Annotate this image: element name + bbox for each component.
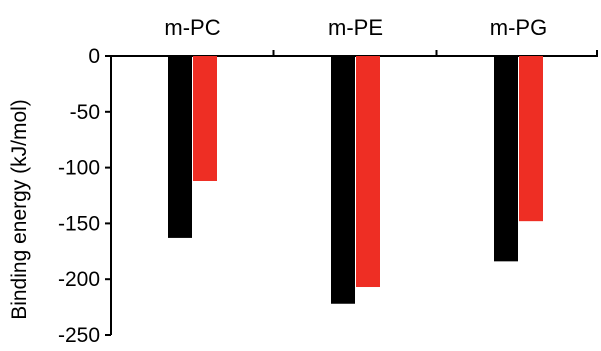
y-tick-label: -250	[58, 324, 100, 346]
y-tick-label: 0	[88, 45, 100, 68]
bar-m-pg-series-2	[519, 56, 543, 222]
category-label-m-pg: m-PG	[490, 15, 547, 40]
y-axis-label: Binding energy (kJ/mol)	[8, 99, 31, 320]
category-labels: m-PC m-PE m-PG	[164, 15, 547, 40]
bars	[168, 56, 543, 304]
bar-m-pe-series-2	[356, 56, 380, 288]
y-tick-label: -50	[70, 101, 100, 124]
bar-m-pe-series-1	[331, 56, 355, 304]
y-ticks: 0 -50 -100 -150 -200 -250	[58, 45, 598, 347]
category-label-m-pe: m-PE	[328, 15, 383, 40]
y-tick-label: -100	[58, 157, 100, 180]
bar-m-pc-series-2	[193, 56, 217, 181]
category-label-m-pc: m-PC	[164, 15, 220, 40]
bar-m-pg-series-1	[494, 56, 518, 262]
y-tick-label: -150	[58, 212, 100, 235]
bar-m-pc-series-1	[168, 56, 192, 238]
y-tick-label: -200	[58, 268, 100, 291]
